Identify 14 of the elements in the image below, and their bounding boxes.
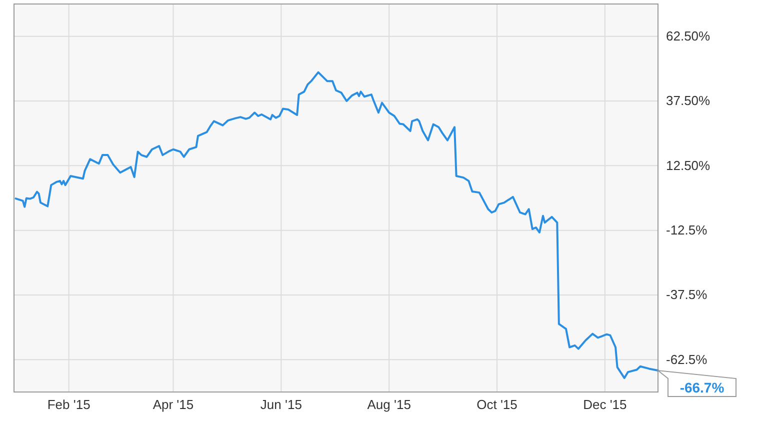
y-tick-label: -62.5% <box>666 352 708 367</box>
y-tick-label: -37.5% <box>666 287 708 302</box>
y-tick-label: -12.5% <box>666 222 708 238</box>
x-tick-label: Feb '15 <box>47 397 90 412</box>
annotation: -66.7% <box>680 380 725 396</box>
x-tick-label: Jun '15 <box>260 397 302 412</box>
x-tick-label: Apr '15 <box>152 397 194 412</box>
line-series <box>14 71 659 380</box>
x-tick-label: Oct '15 <box>476 397 518 412</box>
y-tick-label: 37.50% <box>666 93 711 108</box>
x-tick-label: Dec '15 <box>583 397 627 412</box>
y-tick-label: 62.50% <box>666 28 711 44</box>
x-tick-label: Aug '15 <box>367 397 411 412</box>
y-tick-label: 12.50% <box>666 158 711 173</box>
